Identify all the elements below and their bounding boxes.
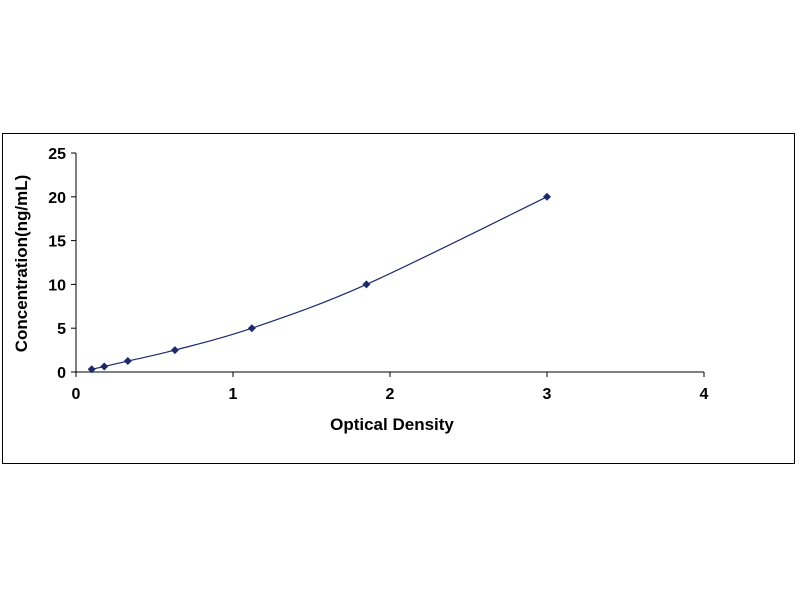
x-axis-title: Optical Density <box>330 415 454 434</box>
data-point-marker <box>362 280 371 289</box>
data-points <box>87 192 551 374</box>
y-tick-label: 20 <box>48 190 66 207</box>
y-tick-label: 25 <box>48 146 66 163</box>
chart-frame: 0 1 2 3 4 0 5 10 15 20 25 Optical Density Concentr… <box>2 133 795 464</box>
y-tick-label: 0 <box>57 365 66 382</box>
data-point-marker <box>100 362 109 371</box>
x-tick-label: 2 <box>386 386 395 403</box>
x-tick-label: 3 <box>543 386 552 403</box>
data-point-marker <box>170 346 179 355</box>
fit-curve <box>91 196 548 370</box>
x-tick-label: 4 <box>700 386 709 403</box>
tick-labels: 0 1 2 3 4 0 5 10 15 20 25 <box>48 146 708 403</box>
x-tick-label: 1 <box>229 386 238 403</box>
data-point-marker <box>247 324 256 333</box>
data-point-marker <box>123 357 132 366</box>
y-axis-title: Concentration(ng/mL) <box>12 175 31 353</box>
standard-curve-chart: 0 1 2 3 4 0 5 10 15 20 25 Optical Density Concentr… <box>12 146 709 434</box>
y-tick-label: 10 <box>48 277 66 294</box>
data-point-marker <box>543 192 551 201</box>
axes <box>75 153 704 373</box>
data-point-marker <box>87 365 96 374</box>
ticks <box>71 152 705 377</box>
y-tick-label: 5 <box>57 321 66 338</box>
y-tick-label: 15 <box>48 234 66 251</box>
x-tick-label: 0 <box>72 386 81 403</box>
